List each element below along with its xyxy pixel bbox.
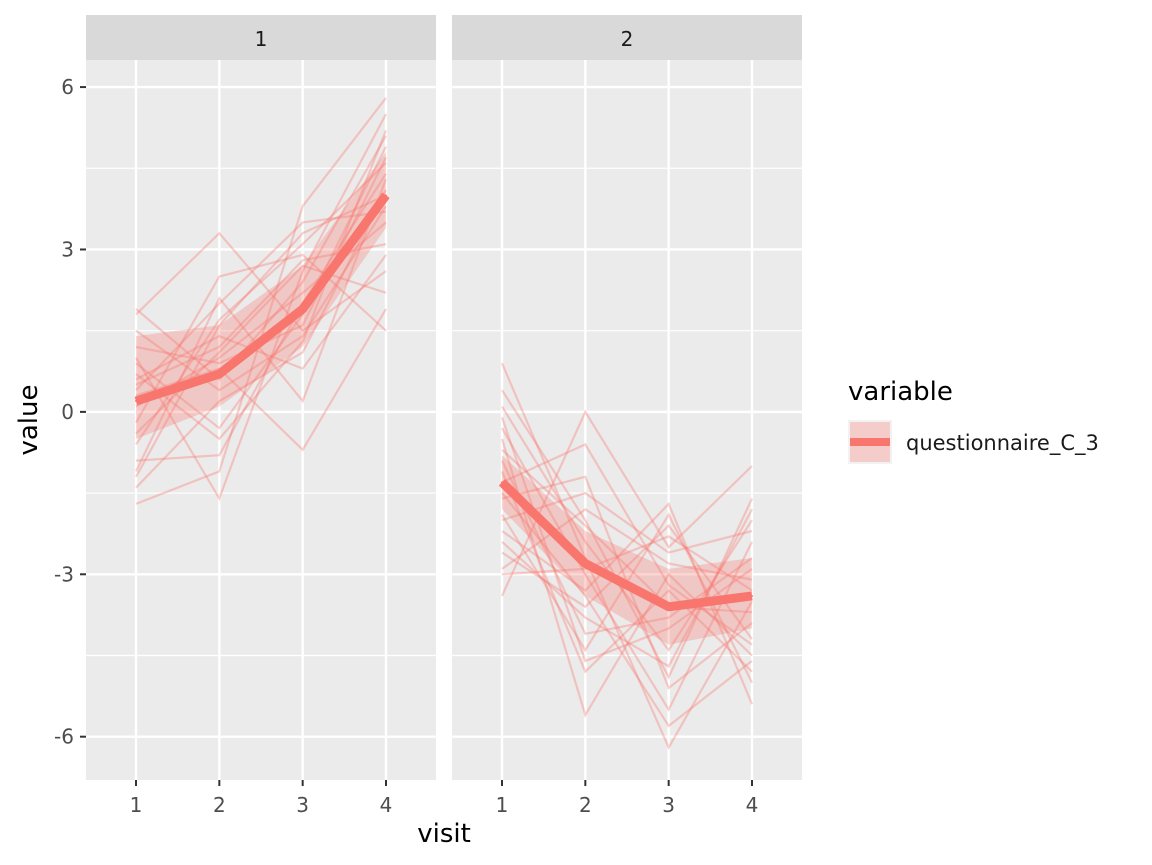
mean-point bbox=[218, 372, 221, 375]
individual-line bbox=[135, 189, 387, 489]
facet-strip-label: 1 bbox=[255, 27, 268, 51]
facet-panel-2: 2 1 2 3 4 bbox=[452, 15, 802, 817]
individual-line bbox=[135, 173, 387, 462]
y-tick-label: -3 bbox=[54, 562, 74, 586]
individual-line bbox=[501, 508, 753, 668]
facet-strip-label: 2 bbox=[621, 27, 634, 51]
y-tick-label: -6 bbox=[54, 725, 74, 749]
individual-line bbox=[135, 146, 387, 430]
individual-line bbox=[501, 460, 753, 636]
x-tick-label: 2 bbox=[579, 793, 592, 817]
x-axis-title: visit bbox=[417, 819, 471, 849]
individual-line bbox=[500, 362, 753, 750]
x-tick-label: 1 bbox=[496, 793, 509, 817]
individual-line bbox=[501, 491, 753, 554]
individual-line bbox=[135, 254, 387, 381]
mean-point bbox=[135, 400, 137, 403]
individual-line bbox=[500, 438, 753, 718]
x-tick-label: 3 bbox=[662, 793, 675, 817]
y-tick-label: 6 bbox=[61, 75, 74, 99]
individual-line bbox=[500, 409, 753, 597]
facet-panel-1: 1 1 2 3 4 bbox=[86, 15, 436, 817]
individual-line bbox=[135, 308, 387, 452]
individual-line bbox=[135, 194, 387, 478]
individual-line bbox=[501, 523, 753, 640]
mean-point bbox=[584, 562, 587, 565]
facet-strip bbox=[86, 15, 436, 60]
mean-line bbox=[498, 479, 753, 612]
legend: variable questionnaire_C_3 bbox=[848, 377, 1099, 464]
individual-line bbox=[501, 405, 753, 653]
individual-line bbox=[135, 135, 387, 381]
confidence-ribbon bbox=[502, 455, 752, 645]
mean-point bbox=[751, 594, 753, 597]
mean-point bbox=[501, 481, 503, 484]
x-tick-label: 4 bbox=[380, 793, 393, 817]
individual-line bbox=[135, 113, 387, 502]
panel-background bbox=[452, 60, 802, 780]
individual-line bbox=[501, 535, 753, 592]
x-tick-label: 2 bbox=[213, 793, 226, 817]
mean-point bbox=[667, 605, 670, 608]
individual-line bbox=[135, 231, 387, 333]
individual-line bbox=[501, 442, 753, 646]
mean-line bbox=[134, 192, 390, 406]
individual-line bbox=[501, 389, 753, 680]
x-tick-label: 4 bbox=[746, 793, 759, 817]
individual-line bbox=[500, 470, 753, 674]
individual-line bbox=[501, 427, 753, 712]
individual-line bbox=[135, 253, 387, 424]
legend-title: variable bbox=[848, 377, 953, 407]
individual-line bbox=[135, 264, 387, 435]
individual-line bbox=[135, 162, 387, 446]
panel-background bbox=[86, 60, 436, 780]
legend-entry-label: questionnaire_C_3 bbox=[906, 431, 1099, 456]
y-tick-label: 0 bbox=[61, 400, 74, 424]
panels-layer: 1 1 2 3 4 2 1 2 3 4 bbox=[86, 15, 802, 817]
x-tick-label: 3 bbox=[296, 793, 309, 817]
individual-line bbox=[135, 205, 387, 392]
confidence-ribbon bbox=[136, 152, 386, 439]
individual-line bbox=[135, 129, 388, 441]
x-tick-label: 1 bbox=[130, 793, 143, 817]
individual-line bbox=[135, 210, 387, 391]
mean-point bbox=[301, 308, 304, 311]
individual-line bbox=[501, 448, 753, 614]
y-tick-label: 3 bbox=[61, 237, 74, 261]
mean-point bbox=[385, 194, 387, 197]
y-axis: 6 3 0 -3 -6 bbox=[54, 75, 86, 749]
individual-line bbox=[501, 507, 753, 581]
y-axis-title: value bbox=[14, 384, 44, 455]
facet-strip bbox=[452, 15, 802, 60]
individual-line bbox=[501, 492, 753, 728]
